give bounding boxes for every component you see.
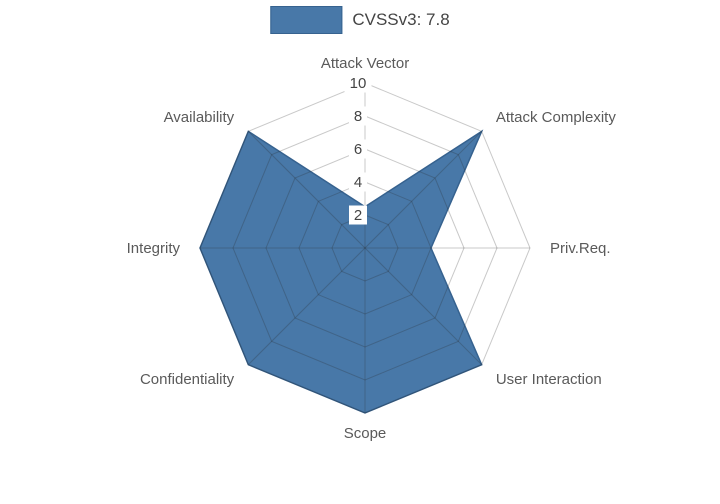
axis-label-attack-complexity: Attack Complexity [496, 109, 617, 126]
axis-label-confidentiality: Confidentiality [140, 371, 235, 388]
grid-spoke [364, 247, 483, 366]
grid-ring [232, 115, 498, 381]
axis-label-scope: Scope [344, 425, 387, 442]
grid-ring [265, 148, 465, 348]
legend-color-swatch [270, 6, 343, 34]
grid-ring [331, 214, 399, 282]
grid-spoke [247, 130, 366, 249]
radial-tick-bg [344, 73, 372, 93]
radial-tick-bg [349, 139, 367, 159]
radial-tick-label: 10 [350, 75, 367, 92]
axis-label-attack-vector: Attack Vector [321, 55, 409, 72]
radial-tick-label: 4 [354, 174, 362, 191]
axis-label-priv-req: Priv.Req. [550, 240, 611, 257]
grid-ring [199, 82, 531, 414]
radial-tick-bg [349, 172, 367, 192]
radial-tick-label: 8 [354, 108, 362, 125]
axis-label-availability: Availability [164, 109, 235, 126]
radial-tick-label: 2 [354, 207, 362, 224]
radial-tick-label: 6 [354, 141, 362, 158]
radial-tick-bg [349, 205, 367, 225]
axis-label-user-interaction: User Interaction [496, 371, 602, 388]
radial-tick-bg [349, 106, 367, 126]
grid-spoke [364, 130, 483, 249]
grid-spoke [247, 247, 366, 366]
axis-label-integrity: Integrity [127, 240, 181, 257]
legend-label: CVSSv3: 7.8 [352, 10, 450, 29]
legend[interactable]: CVSSv3: 7.8 [270, 6, 450, 34]
grid-ring [298, 181, 432, 315]
series-polygon-cvssv3 [199, 129, 484, 414]
